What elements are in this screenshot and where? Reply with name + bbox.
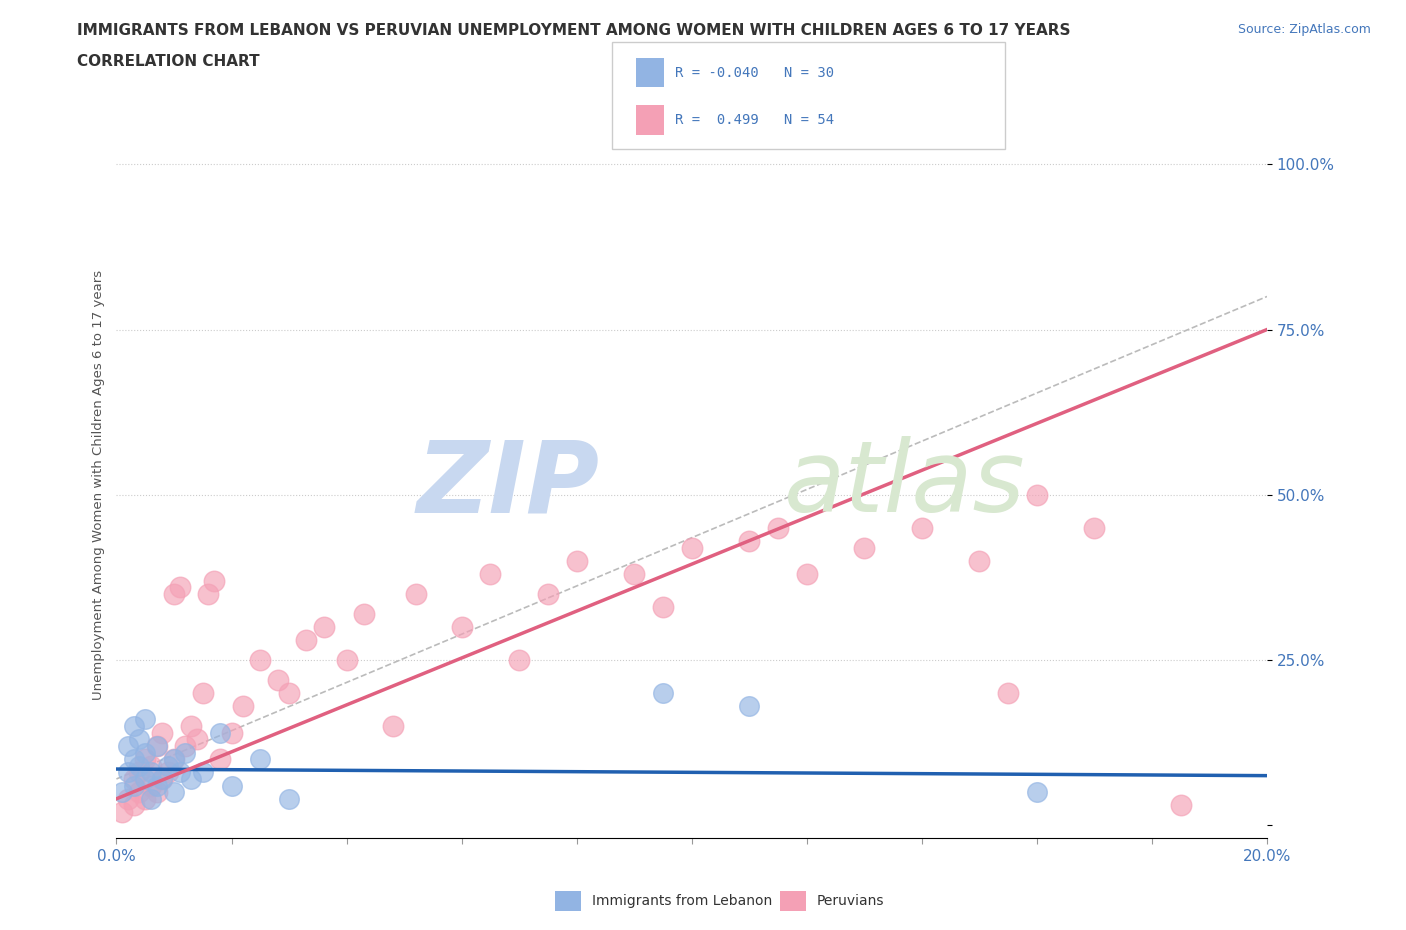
Point <box>186 732 208 747</box>
Text: R =  0.499   N = 54: R = 0.499 N = 54 <box>675 113 834 127</box>
Point <box>134 712 156 727</box>
Point <box>122 719 145 734</box>
Point <box>152 772 174 787</box>
Point <box>853 540 876 555</box>
Point <box>312 619 335 634</box>
Text: ZIP: ZIP <box>416 436 600 533</box>
Point <box>157 764 180 779</box>
Text: R = -0.040   N = 30: R = -0.040 N = 30 <box>675 65 834 80</box>
Point <box>122 798 145 813</box>
Point <box>537 587 560 602</box>
Point <box>117 738 139 753</box>
Text: IMMIGRANTS FROM LEBANON VS PERUVIAN UNEMPLOYMENT AMONG WOMEN WITH CHILDREN AGES : IMMIGRANTS FROM LEBANON VS PERUVIAN UNEM… <box>77 23 1071 38</box>
Point <box>174 745 197 760</box>
Point <box>450 619 472 634</box>
Point <box>128 732 150 747</box>
Point <box>157 758 180 773</box>
Point <box>766 521 789 536</box>
Point <box>191 685 214 700</box>
Text: Source: ZipAtlas.com: Source: ZipAtlas.com <box>1237 23 1371 36</box>
Point <box>122 772 145 787</box>
Point <box>565 553 588 568</box>
Point <box>180 772 202 787</box>
Text: atlas: atlas <box>783 436 1025 533</box>
Text: Peruvians: Peruvians <box>817 894 884 909</box>
Point <box>163 785 186 800</box>
Point <box>139 764 162 779</box>
Point <box>139 778 162 793</box>
Point <box>122 751 145 766</box>
Point <box>145 738 167 753</box>
Point <box>652 600 675 615</box>
Point <box>381 719 404 734</box>
Point <box>295 632 318 647</box>
Point <box>197 587 219 602</box>
Text: Immigrants from Lebanon: Immigrants from Lebanon <box>592 894 772 909</box>
Point <box>479 566 502 581</box>
Point <box>117 764 139 779</box>
Point <box>163 751 186 766</box>
Point <box>911 521 934 536</box>
Point <box>232 698 254 713</box>
Point <box>152 772 174 787</box>
Point <box>335 653 357 668</box>
Point <box>221 725 243 740</box>
Point <box>1170 798 1192 813</box>
Point <box>117 791 139 806</box>
Point <box>221 778 243 793</box>
Point <box>111 785 134 800</box>
Point <box>202 573 225 588</box>
Point <box>134 745 156 760</box>
Point <box>681 540 703 555</box>
Point <box>738 698 761 713</box>
Point <box>134 751 156 766</box>
Point <box>738 534 761 549</box>
Point <box>266 672 288 687</box>
Point <box>278 791 301 806</box>
Point <box>997 685 1019 700</box>
Point <box>208 725 231 740</box>
Point <box>249 751 271 766</box>
Point <box>652 685 675 700</box>
Point <box>249 653 271 668</box>
Point <box>180 719 202 734</box>
Point <box>353 606 375 621</box>
Point <box>128 764 150 779</box>
Point <box>145 738 167 753</box>
Point <box>174 738 197 753</box>
Point <box>128 758 150 773</box>
Point <box>139 758 162 773</box>
Point <box>145 778 167 793</box>
Point <box>191 764 214 779</box>
Point <box>163 587 186 602</box>
Point <box>623 566 645 581</box>
Point <box>508 653 530 668</box>
Point <box>163 751 186 766</box>
Point <box>139 791 162 806</box>
Point <box>169 579 191 594</box>
Point <box>1025 487 1047 502</box>
Point <box>134 791 156 806</box>
Point <box>405 587 427 602</box>
Point <box>208 751 231 766</box>
Point <box>145 785 167 800</box>
Point <box>169 764 191 779</box>
Y-axis label: Unemployment Among Women with Children Ages 6 to 17 years: Unemployment Among Women with Children A… <box>93 270 105 700</box>
Point <box>128 785 150 800</box>
Point <box>152 725 174 740</box>
Point <box>796 566 818 581</box>
Point <box>278 685 301 700</box>
Point <box>111 804 134 819</box>
Point <box>1025 785 1047 800</box>
Point <box>1083 521 1105 536</box>
Point <box>969 553 991 568</box>
Point <box>134 772 156 787</box>
Text: CORRELATION CHART: CORRELATION CHART <box>77 54 260 69</box>
Point <box>122 778 145 793</box>
